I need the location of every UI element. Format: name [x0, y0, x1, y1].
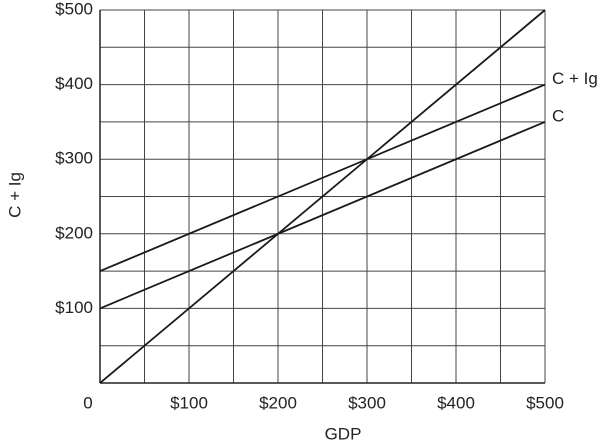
series-line [99, 83, 546, 272]
series-line [99, 9, 546, 384]
x-tick-label: $300 [348, 393, 386, 412]
series-line [99, 121, 546, 310]
y-tick-label: $100 [55, 298, 93, 317]
y-tick-label: $500 [55, 0, 93, 18]
x-tick-label: 0 [83, 393, 92, 412]
x-axis-title: GDP [325, 424, 362, 443]
line-label: C + Ig [552, 69, 598, 88]
x-tick-label: $200 [259, 393, 297, 412]
y-tick-label: $400 [55, 74, 93, 93]
y-axis-title: C + Ig [5, 172, 24, 218]
line-label: C [552, 106, 564, 125]
x-tick-label: $100 [170, 393, 208, 412]
x-tick-label: $500 [526, 393, 564, 412]
y-tick-label: $300 [55, 149, 93, 168]
y-tick-label: $200 [55, 223, 93, 242]
x-tick-label: $400 [437, 393, 475, 412]
